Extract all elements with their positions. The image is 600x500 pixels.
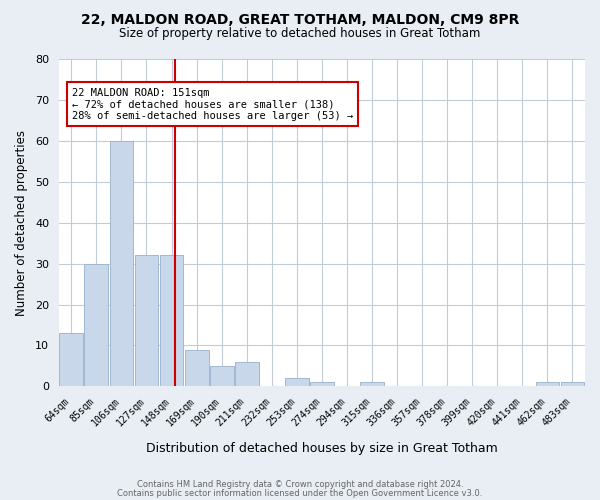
Bar [285,378,309,386]
Bar [210,366,233,386]
Text: 22 MALDON ROAD: 151sqm
← 72% of detached houses are smaller (138)
28% of semi-de: 22 MALDON ROAD: 151sqm ← 72% of detached… [72,88,353,121]
Bar [59,333,83,386]
Text: Size of property relative to detached houses in Great Totham: Size of property relative to detached ho… [119,28,481,40]
Bar [310,382,334,386]
X-axis label: Distribution of detached houses by size in Great Totham: Distribution of detached houses by size … [146,442,498,455]
Bar [134,256,158,386]
Bar [560,382,584,386]
Bar [160,256,184,386]
Bar [110,141,133,386]
Y-axis label: Number of detached properties: Number of detached properties [15,130,28,316]
Bar [235,362,259,386]
Text: 22, MALDON ROAD, GREAT TOTHAM, MALDON, CM9 8PR: 22, MALDON ROAD, GREAT TOTHAM, MALDON, C… [81,12,519,26]
Text: Contains public sector information licensed under the Open Government Licence v3: Contains public sector information licen… [118,488,482,498]
Bar [185,350,209,387]
Text: Contains HM Land Registry data © Crown copyright and database right 2024.: Contains HM Land Registry data © Crown c… [137,480,463,489]
Bar [85,264,108,386]
Bar [360,382,384,386]
Bar [536,382,559,386]
